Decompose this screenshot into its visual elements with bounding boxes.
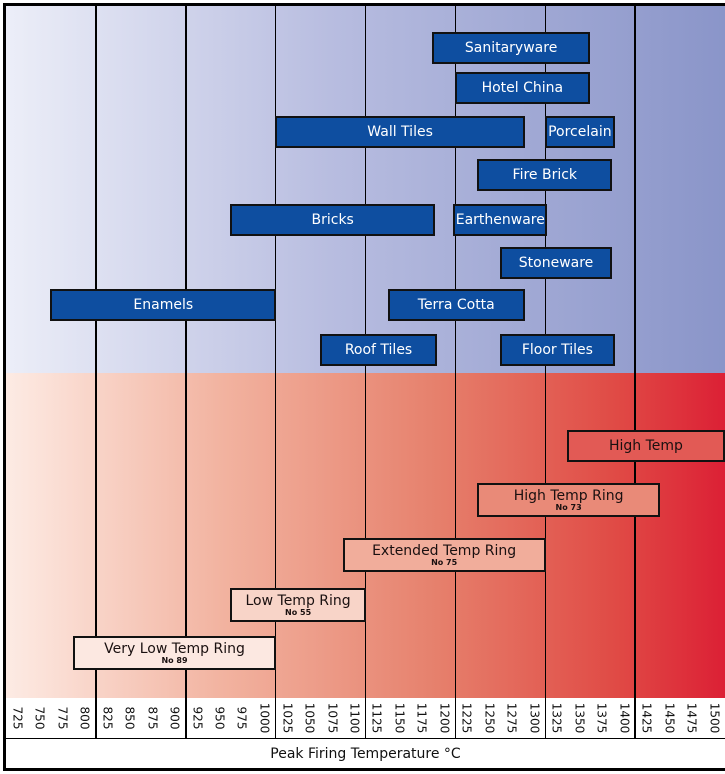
gridline [95, 6, 97, 698]
tick-divider [454, 698, 457, 738]
bar-label: Terra Cotta [417, 297, 495, 313]
gridline [454, 6, 457, 698]
bar-stoneware: Stoneware [499, 247, 613, 279]
gridline [274, 6, 277, 698]
bar-sublabel: No 75 [431, 557, 458, 567]
bar-roof-tiles: Roof Tiles [320, 334, 437, 366]
x-tick-label: 950 [212, 706, 227, 730]
bar-fire-brick: Fire Brick [477, 159, 613, 191]
bar-extended-temp-ring: Extended Temp Ring No 75 [342, 538, 546, 572]
bar-label: Enamels [133, 297, 194, 313]
x-tick-label: 1150 [392, 702, 407, 734]
bar-label: High Temp Ring [513, 487, 624, 504]
tick-divider [364, 698, 367, 738]
bar-floor-tiles: Floor Tiles [499, 334, 615, 366]
x-axis-ticks: 725 750 775 800 825 850 875 900 925 950 975 1000 102… [6, 698, 725, 739]
bar-hotel-china: Hotel China [454, 72, 590, 104]
x-tick-label: 1300 [527, 702, 542, 734]
gridline [185, 6, 187, 698]
x-tick-label: 1375 [594, 702, 609, 734]
x-tick-label: 1225 [459, 702, 474, 734]
x-tick-label: 1275 [504, 702, 519, 734]
tick-divider [274, 698, 277, 738]
x-tick-label: 800 [77, 706, 92, 730]
bar-terra-cotta: Terra Cotta [387, 289, 526, 321]
plot-area: Sanitaryware Hotel China Wall Tiles Porcela… [6, 6, 725, 698]
bar-label: Floor Tiles [521, 342, 593, 358]
x-tick-label: 725 [10, 706, 25, 730]
x-tick-label: 1100 [347, 702, 362, 734]
x-tick-label: 1175 [414, 702, 429, 734]
bar-label: Roof Tiles [344, 342, 413, 358]
tick-divider [544, 698, 546, 738]
x-tick-label: 875 [145, 706, 160, 730]
bar-label: Fire Brick [512, 167, 578, 183]
bar-label: Bricks [311, 212, 354, 228]
x-tick-label: 1025 [279, 702, 294, 734]
x-tick-label: 1500 [706, 702, 721, 734]
tick-divider [95, 698, 97, 738]
x-tick-label: 1125 [369, 702, 384, 734]
bar-sublabel: No 55 [285, 607, 312, 617]
x-tick-label: 1050 [302, 702, 317, 734]
bar-label: Wall Tiles [367, 124, 433, 140]
x-tick-label: 850 [122, 706, 137, 730]
bar-label: Porcelain [548, 124, 612, 140]
x-tick-label: 925 [189, 706, 204, 730]
x-tick-label: 1250 [482, 702, 497, 734]
bar-very-low-temp-ring: Very Low Temp Ring No 89 [72, 636, 277, 670]
bar-sublabel: No 73 [555, 502, 582, 512]
x-tick-label: 750 [32, 706, 47, 730]
bar-label: Stoneware [518, 255, 594, 271]
bar-sanitaryware: Sanitaryware [432, 32, 590, 64]
bar-label: Very Low Temp Ring [104, 640, 245, 657]
bar-porcelain: Porcelain [544, 116, 615, 148]
gridline [634, 6, 636, 698]
x-tick-label: 1075 [324, 702, 339, 734]
bar-label: Hotel China [481, 80, 564, 96]
bar-enamels: Enamels [50, 289, 277, 321]
bar-sublabel: No 89 [161, 655, 188, 665]
tick-divider [634, 698, 636, 738]
bar-label: Sanitaryware [464, 40, 558, 56]
x-tick-label: 1475 [684, 702, 699, 734]
tick-divider [185, 698, 187, 738]
x-tick-label: 1425 [639, 702, 654, 734]
x-tick-label: 975 [234, 706, 249, 730]
bar-high-temp: High Temp [567, 430, 725, 462]
bar-label: Earthenware [455, 212, 545, 228]
x-tick-label: 1000 [257, 702, 272, 734]
bar-low-temp-ring: Low Temp Ring No 55 [230, 588, 366, 622]
bar-earthenware: Earthenware [453, 204, 548, 236]
x-tick-label: 900 [167, 706, 182, 730]
bar-high-temp-ring: High Temp Ring No 73 [477, 483, 660, 517]
x-tick-label: 1350 [571, 702, 586, 734]
x-tick-label: 1450 [661, 702, 676, 734]
bar-label: Extended Temp Ring [372, 542, 517, 559]
x-tick-label: 1400 [616, 702, 631, 734]
x-tick-label: 825 [100, 706, 115, 730]
bar-label: Low Temp Ring [245, 592, 351, 609]
bar-wall-tiles: Wall Tiles [275, 116, 526, 148]
x-tick-label: 775 [55, 706, 70, 730]
bar-label: High Temp [608, 438, 683, 454]
x-tick-label: 1325 [549, 702, 564, 734]
x-tick-label: 1200 [437, 702, 452, 734]
x-axis-label: Peak Firing Temperature °C [270, 746, 461, 762]
bar-bricks: Bricks [230, 204, 436, 236]
chart-frame [3, 3, 725, 771]
